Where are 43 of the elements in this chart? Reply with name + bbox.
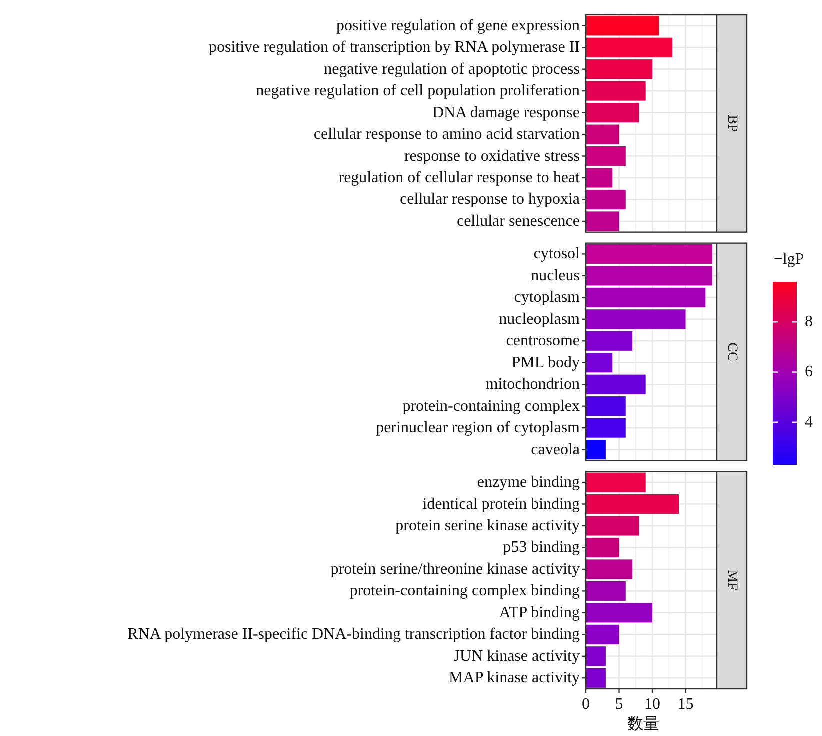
panel-title: MF [724,570,740,590]
y-tick-label: p53 binding [503,539,580,556]
y-tick-label: centrosome [506,332,580,350]
y-tick-label: cellular response to hypoxia [400,191,580,208]
y-tick-label: nucleoplasm [499,310,581,328]
colorbar: 4 6 8 −lgP [773,251,813,465]
y-tick-label: positive regulation of transcription by RNA polymerase II [208,39,580,56]
y-tick-label: cellular response to amino acid starvation [314,126,580,144]
y-tick-label: MAP kinase activity [449,670,580,687]
panel-title: CC [724,342,740,362]
x-tick-label: 5 [615,696,624,713]
y-tick-label: response to oxidative stress [404,148,580,165]
y-tick-label: negative regulation of apoptotic process [324,60,580,78]
y-tick-label: caveola [531,441,580,458]
x-tick-label: 15 [678,696,694,713]
y-tick-label: identical protein binding [422,496,580,513]
y-tick-label: protein-containing complex [402,398,580,415]
y-tick-label: cytoplasm [514,289,581,306]
color-bar-label: 8 [805,314,813,331]
y-tick-label: JUN kinase activity [454,648,580,665]
y-tick-label: protein-containing complex binding [350,582,580,600]
x-tick-label: 10 [644,696,660,713]
y-tick-label: PML body [512,354,580,372]
y-tick-label: RNA polymerase II-specific DNA-binding transcription factor binding [128,626,580,644]
y-tick-label: DNA damage response [432,104,580,122]
y-tick-label: perinuclear region of cytoplasm [376,420,581,437]
x-tick-label: 0 [582,696,590,713]
y-tick-label: cellular senescence [456,212,580,230]
color-bar-title: −lgP [774,251,804,268]
y-tick-label: cytosol [534,246,581,263]
y-tick-label: ATP binding [499,604,580,622]
y-tick-label: negative regulation of cell population proliferation [256,82,580,100]
y-tick-label: protein serine/threonine kinase activity [330,560,580,578]
x-axis-title: 数量 [628,716,660,733]
y-tick-label: nucleus [531,267,580,284]
y-tick-label: regulation of cellular response to heat [338,170,581,186]
color-bar-label: 6 [805,364,813,381]
y-tick-label: positive regulation of gene expression [336,17,580,34]
panel-title: BP [724,115,740,132]
y-tick-label: protein serine kinase activity [396,518,580,534]
y-tick-label: enzyme binding [477,474,580,492]
color-bar-label: 4 [805,414,813,431]
y-tick-label: mitochondrion [486,376,580,394]
